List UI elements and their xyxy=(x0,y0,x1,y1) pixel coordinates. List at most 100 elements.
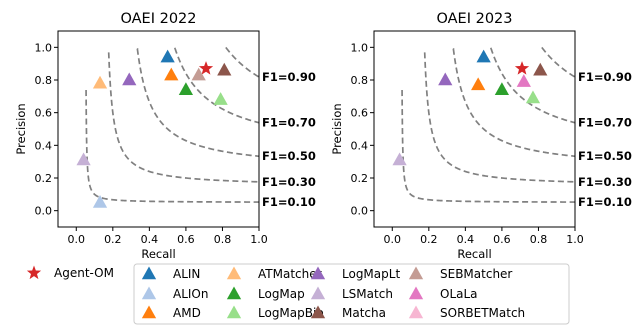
f1-contours xyxy=(401,46,575,203)
f1-contour-label: F1=0.90 xyxy=(262,70,316,84)
x-tick-label: 0.8 xyxy=(530,233,548,246)
legend-marker xyxy=(408,305,424,319)
legend-label: LogMap xyxy=(258,287,305,301)
scatter-point xyxy=(438,72,453,86)
scatter-point xyxy=(392,152,407,166)
y-tick-label: 0.8 xyxy=(35,74,53,87)
legend-agent-om-star xyxy=(26,265,42,280)
y-tick-label: 1.0 xyxy=(35,41,53,54)
scatter-point xyxy=(533,62,548,76)
x-tick-label: 0.0 xyxy=(68,233,86,246)
scatter-point xyxy=(164,67,179,81)
f1-contour-label: F1=0.70 xyxy=(262,116,316,130)
scatter-point xyxy=(213,92,228,105)
scatter-point xyxy=(516,74,531,87)
legend-marker xyxy=(226,286,242,300)
legend: Agent-OM ALIN ALIOn AMD ATMatcher LogMap LogMa… xyxy=(26,263,570,325)
chart-title: OAEI 2022 xyxy=(120,11,196,27)
legend-marker xyxy=(226,305,242,319)
panel-2: F1=0.90 F1=0.70 F1=0.50 F1=0.30 F1=0.10 0.0 0.… xyxy=(330,11,632,261)
y-tick-label: 0.6 xyxy=(351,107,369,120)
legend-marker xyxy=(141,305,157,319)
y-axis-label: Precision xyxy=(14,103,28,154)
y-tick-label: 1.0 xyxy=(351,41,369,54)
x-axis-label: Recall xyxy=(141,247,175,261)
f1-contour-line xyxy=(541,46,575,79)
f1-contour-label: F1=0.30 xyxy=(578,175,632,189)
legend-label: LSMatch xyxy=(342,287,393,301)
x-tick-label: 0.6 xyxy=(177,233,195,246)
x-tick-label: 0.0 xyxy=(384,233,402,246)
panel-1: F1=0.90 F1=0.70 F1=0.50 F1=0.30 F1=0.10 0.0 0.… xyxy=(14,11,316,261)
y-tick-label: 0.6 xyxy=(35,107,53,120)
f1-contour-label: F1=0.50 xyxy=(262,149,316,163)
f1-contour-line xyxy=(401,90,575,203)
legend-marker xyxy=(310,266,326,280)
legend-label: ALIN xyxy=(173,267,200,281)
scatter-point xyxy=(476,49,491,63)
scatter-point xyxy=(122,72,137,86)
legend-marker xyxy=(141,286,157,300)
y-tick-label: 0.8 xyxy=(351,74,369,87)
legend-marker xyxy=(226,266,242,280)
y-axis-label: Precision xyxy=(330,103,344,154)
x-axis-label: Recall xyxy=(457,247,491,261)
legend-marker xyxy=(141,266,157,280)
f1-contour-label: F1=0.70 xyxy=(578,116,632,130)
y-tick-label: 0.4 xyxy=(351,139,369,152)
legend-box xyxy=(133,263,570,325)
legend-marker xyxy=(310,305,326,319)
f1-contour-label: F1=0.30 xyxy=(262,175,316,189)
x-tick-label: 0.4 xyxy=(141,233,159,246)
legend-agent-om-label: Agent-OM xyxy=(54,266,114,280)
x-tick-label: 1.0 xyxy=(566,233,584,246)
chart-title: OAEI 2023 xyxy=(436,11,512,27)
f1-contour-line xyxy=(136,47,259,158)
scatter-point xyxy=(525,90,541,104)
f1-contour-line xyxy=(452,47,575,158)
y-tick-label: 0.4 xyxy=(35,139,53,152)
f1-contour-label: F1=0.10 xyxy=(578,195,632,209)
scatter-point xyxy=(217,62,232,76)
agent-om-star-marker xyxy=(198,61,214,75)
f1-contour-line xyxy=(225,46,259,79)
y-tick-label: 0.2 xyxy=(351,172,369,185)
scatter-point xyxy=(160,49,175,63)
scatter-point xyxy=(471,77,486,91)
axes-frame xyxy=(373,30,576,228)
f1-contour-line xyxy=(107,52,259,183)
legend-label: Matcha xyxy=(342,306,386,320)
scatter-point xyxy=(92,75,108,89)
legend-label: SORBETMatch xyxy=(440,306,525,320)
scatter-point xyxy=(178,82,194,96)
legend-label: OLaLa xyxy=(440,287,478,301)
scatter-point xyxy=(191,67,206,81)
scatter-point xyxy=(494,82,510,96)
legend-marker xyxy=(408,266,424,280)
x-tick-label: 1.0 xyxy=(250,233,268,246)
f1-contour-label: F1=0.90 xyxy=(578,70,632,84)
legend-marker xyxy=(310,286,326,300)
agent-om-star-marker xyxy=(514,61,530,75)
y-tick-label: 0.0 xyxy=(351,205,369,218)
y-tick-label: 0.2 xyxy=(35,172,53,185)
legend-label: SEBMatcher xyxy=(440,267,512,281)
f1-contour-line xyxy=(85,90,259,203)
legend-label: ATMatcher xyxy=(258,267,322,281)
f1-contour-line xyxy=(423,52,575,183)
legend-label: AMD xyxy=(173,306,201,320)
f1-contour-line xyxy=(174,47,259,124)
scatter-point xyxy=(76,152,91,166)
f1-contour-label: F1=0.10 xyxy=(262,195,316,209)
x-tick-label: 0.6 xyxy=(493,233,511,246)
x-tick-label: 0.4 xyxy=(457,233,475,246)
f1-contours xyxy=(85,46,259,203)
f1-contour-label: F1=0.50 xyxy=(578,149,632,163)
legend-label: LogMapLt xyxy=(342,267,400,281)
f1-contour-line xyxy=(490,47,575,124)
legend-marker xyxy=(408,286,424,300)
x-tick-label: 0.2 xyxy=(420,233,438,246)
legend-label: ALIOn xyxy=(173,287,208,301)
